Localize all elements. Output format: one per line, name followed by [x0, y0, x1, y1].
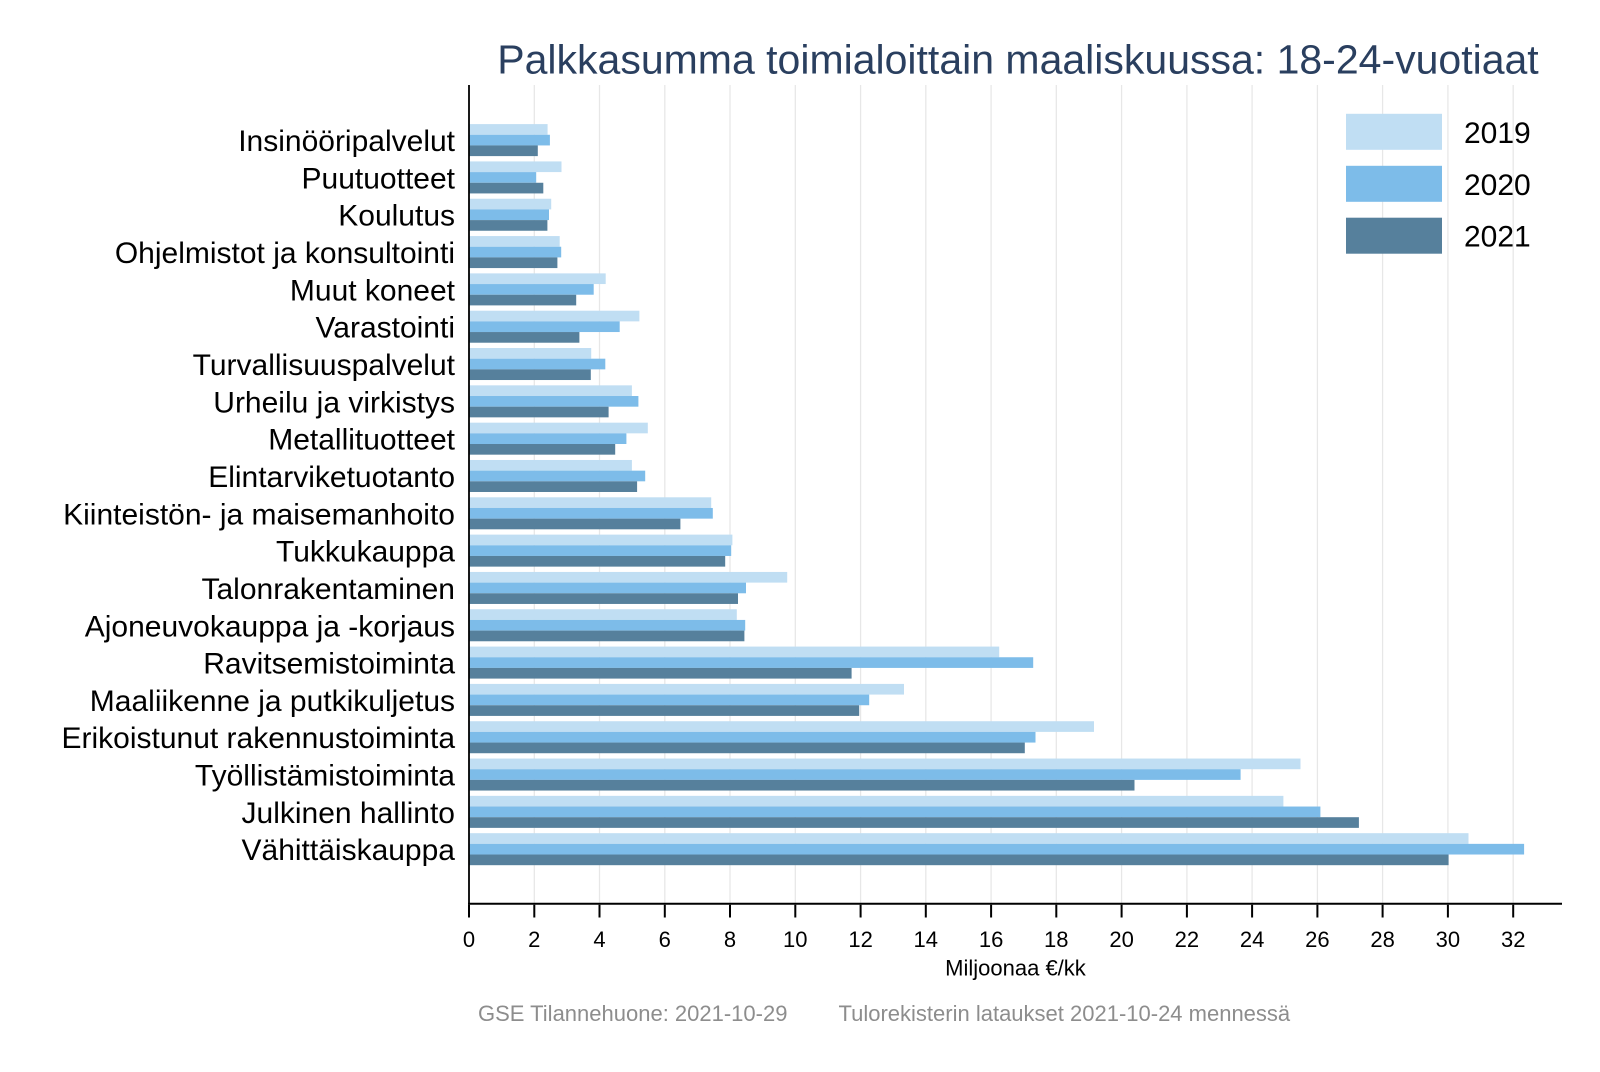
svg-text:Varastointi: Varastointi	[315, 312, 455, 345]
svg-text:Työllistämistoiminta: Työllistämistoiminta	[195, 760, 455, 793]
svg-text:2019: 2019	[1464, 117, 1531, 150]
svg-text:0: 0	[463, 927, 475, 952]
svg-text:Metallituotteet: Metallituotteet	[268, 424, 455, 457]
svg-text:Muut koneet: Muut koneet	[290, 274, 456, 307]
svg-text:Erikoistunut rakennustoiminta: Erikoistunut rakennustoiminta	[61, 722, 455, 755]
svg-text:24: 24	[1240, 927, 1264, 952]
svg-text:12: 12	[848, 927, 872, 952]
svg-text:28: 28	[1370, 927, 1394, 952]
svg-text:Miljoonaa €/kk: Miljoonaa €/kk	[945, 956, 1087, 981]
svg-text:Maaliikenne ja putkikuljetus: Maaliikenne ja putkikuljetus	[90, 685, 455, 718]
svg-text:18: 18	[1044, 927, 1068, 952]
svg-text:26: 26	[1305, 927, 1329, 952]
svg-text:2: 2	[528, 927, 540, 952]
svg-text:Tukkukauppa: Tukkukauppa	[276, 536, 455, 569]
svg-text:2020: 2020	[1464, 169, 1531, 202]
svg-text:14: 14	[914, 927, 938, 952]
svg-text:10: 10	[783, 927, 807, 952]
svg-text:Palkkasumma toimialoittain maa: Palkkasumma toimialoittain maaliskuussa:…	[497, 37, 1539, 83]
svg-text:Vähittäiskauppa: Vähittäiskauppa	[242, 834, 456, 867]
svg-text:8: 8	[724, 927, 736, 952]
svg-text:Ajoneuvokauppa ja -korjaus: Ajoneuvokauppa ja -korjaus	[85, 610, 455, 643]
svg-text:Julkinen hallinto: Julkinen hallinto	[242, 797, 455, 830]
svg-text:Kiinteistön- ja maisemanhoito: Kiinteistön- ja maisemanhoito	[63, 498, 455, 531]
svg-text:Urheilu ja virkistys: Urheilu ja virkistys	[213, 386, 455, 419]
svg-text:Tulorekisterin lataukset 2021-: Tulorekisterin lataukset 2021-10-24 menn…	[839, 1001, 1291, 1026]
svg-text:Insinööripalvelut: Insinööripalvelut	[238, 125, 455, 158]
svg-text:22: 22	[1175, 927, 1199, 952]
svg-text:Ohjelmistot ja konsultointi: Ohjelmistot ja konsultointi	[115, 237, 455, 270]
svg-text:32: 32	[1501, 927, 1525, 952]
svg-text:4: 4	[593, 927, 605, 952]
svg-text:2021: 2021	[1464, 221, 1531, 254]
svg-text:Turvallisuuspalvelut: Turvallisuuspalvelut	[193, 349, 456, 382]
svg-text:Elintarviketuotanto: Elintarviketuotanto	[208, 461, 455, 494]
svg-text:6: 6	[659, 927, 671, 952]
svg-text:16: 16	[979, 927, 1003, 952]
svg-text:GSE Tilannehuone: 2021-10-29: GSE Tilannehuone: 2021-10-29	[478, 1001, 787, 1026]
svg-text:Puutuotteet: Puutuotteet	[302, 162, 456, 195]
svg-text:30: 30	[1436, 927, 1460, 952]
svg-text:Koulutus: Koulutus	[338, 200, 455, 233]
svg-text:Ravitsemistoiminta: Ravitsemistoiminta	[203, 648, 455, 681]
svg-text:20: 20	[1109, 927, 1133, 952]
svg-text:Talonrakentaminen: Talonrakentaminen	[202, 573, 456, 606]
